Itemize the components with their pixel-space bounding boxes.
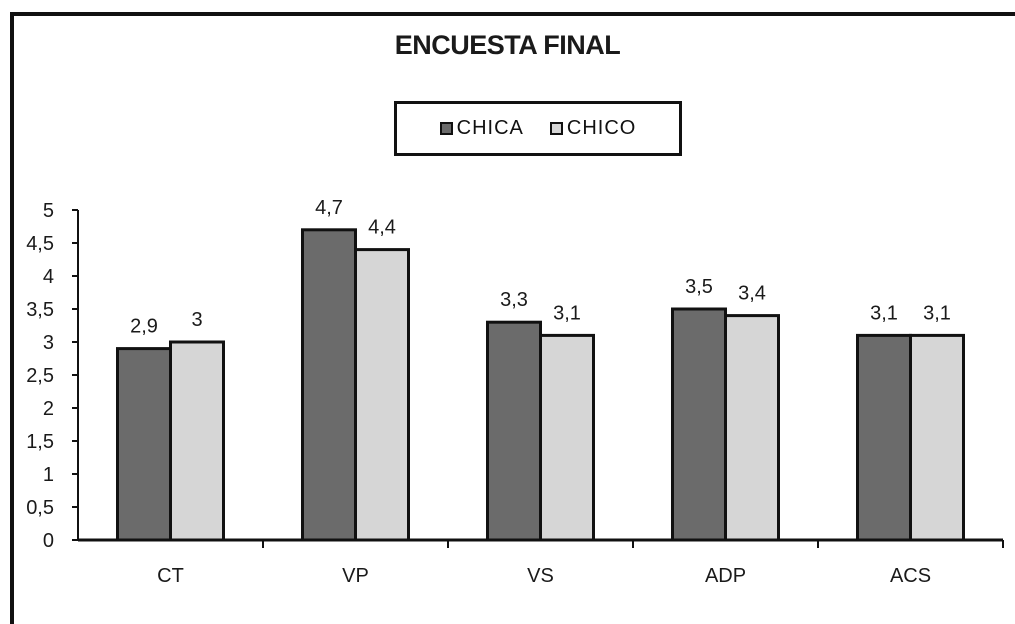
y-tick-label: 0 (43, 530, 54, 552)
data-label-chico: 3,1 (553, 302, 581, 324)
y-tick-label: 4 (43, 266, 54, 288)
data-label-chica: 3,3 (500, 289, 528, 311)
x-tick-label: VS (527, 565, 554, 587)
bar-chica (486, 320, 542, 542)
chart-title: ENCUESTA FINAL (394, 30, 621, 60)
data-label-chica: 2,9 (130, 316, 158, 338)
y-tick-label: 4,5 (26, 233, 54, 255)
x-tick-label: ACS (890, 565, 931, 587)
y-tick-label: 2 (43, 398, 54, 420)
legend: CHICA CHICO (394, 101, 682, 156)
y-tick-label: 3,5 (26, 299, 54, 321)
bar-chico (354, 248, 410, 542)
bar-chico (724, 314, 780, 542)
y-tick-label: 1 (43, 464, 54, 486)
y-tick-label: 3 (43, 332, 54, 354)
bar-chico (539, 333, 595, 542)
x-tick-label: ADP (705, 565, 746, 587)
data-label-chica: 3,5 (685, 276, 713, 298)
legend-label-chica: CHICA (456, 117, 524, 139)
bar-chico (909, 333, 965, 542)
legend-item-chico: CHICO (549, 117, 637, 140)
data-label-chica: 4,7 (315, 197, 343, 219)
y-tick-label: 0,5 (26, 497, 54, 519)
data-label-chico: 3,1 (923, 302, 951, 324)
legend-swatch-chico (549, 122, 563, 135)
data-label-chico: 3 (191, 309, 202, 331)
y-tick-label: 2,5 (26, 365, 54, 387)
bar-chica (856, 333, 912, 542)
bar-chica (301, 228, 357, 542)
data-label-chico: 4,4 (368, 217, 396, 239)
x-tick-label: CT (157, 565, 184, 587)
y-tick-label: 5 (43, 200, 54, 222)
legend-swatch-chica (439, 122, 453, 135)
x-tick-label: VP (342, 565, 369, 587)
bar-chico (169, 340, 225, 542)
data-label-chico: 3,4 (738, 283, 766, 305)
bar-chica (671, 307, 727, 542)
legend-label-chico: CHICO (566, 117, 637, 139)
legend-item-chica: CHICA (439, 117, 524, 140)
data-label-chica: 3,1 (870, 302, 898, 324)
bar-chica (116, 347, 172, 542)
y-tick-label: 1,5 (26, 431, 54, 453)
